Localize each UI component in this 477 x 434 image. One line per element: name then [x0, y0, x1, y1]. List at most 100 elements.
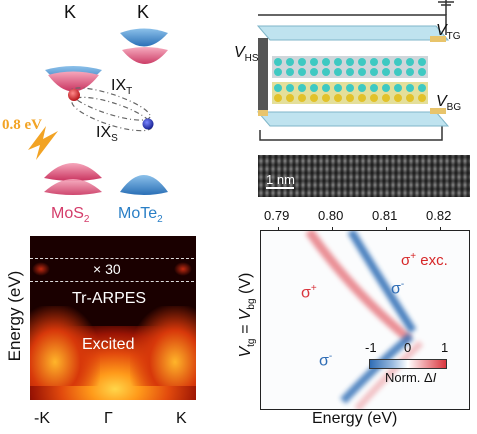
xtick-2: 0.81: [372, 208, 398, 223]
map-ylabel-sub2: bg: [246, 298, 258, 310]
sigma-minus-lower-label: σ-: [319, 351, 332, 370]
atom: [418, 68, 426, 76]
atom: [382, 68, 390, 76]
panel-c: 1 nm VHS VTG VBG: [230, 0, 477, 200]
atom: [322, 58, 330, 66]
atom: [274, 94, 282, 102]
atom: [382, 94, 390, 102]
atom: [370, 84, 378, 92]
atom: [394, 94, 402, 102]
map-frame: -1 0 1 Norm. ΔI σ+ σ- σ- σ+ exc.: [260, 230, 470, 410]
mos2-sub: 2: [83, 214, 90, 226]
atom: [382, 84, 390, 92]
right-contact-top: [430, 36, 446, 42]
ix-t-loop: [69, 87, 151, 121]
sigma-minus-lower-text: σ: [319, 352, 329, 370]
arpes-glow-left: [30, 306, 100, 386]
atom: [322, 94, 330, 102]
mote2-vb-blue: [120, 175, 168, 195]
magnified-region-box: [30, 258, 194, 282]
band-diagram: [28, 28, 168, 195]
atom: [334, 94, 342, 102]
panel-d: -1 0 1 Norm. ΔI σ+ σ- σ- σ+ exc. 0.79 0.…: [230, 205, 477, 434]
tick-mark: [278, 227, 279, 231]
bg-wire: [259, 125, 443, 141]
map-ylabel-unit: (V): [236, 272, 254, 299]
colorbar-tick-max: 1: [441, 340, 449, 355]
v-hs-text: V: [234, 44, 245, 61]
sigma-plus-lower-faint: [354, 340, 424, 409]
state-label: Excited: [82, 336, 135, 353]
v-bg-sub: BG: [446, 102, 462, 114]
atom: [310, 58, 318, 66]
atom: [334, 84, 342, 92]
atom: [394, 68, 402, 76]
valley-label-right: K: [137, 2, 150, 22]
v-bg-label: VBG: [436, 93, 461, 113]
right-contact-bottom: [430, 108, 446, 114]
sigma-plus-label: σ+: [301, 283, 317, 302]
top-gate-slab: [256, 25, 450, 41]
tick-mark: [440, 227, 441, 231]
atom: [286, 94, 294, 102]
atom: [298, 94, 306, 102]
atom: [370, 94, 378, 102]
atom: [358, 68, 366, 76]
mote2-sub: 2: [157, 214, 163, 226]
colorbar-label-text: Norm. Δ: [385, 370, 433, 385]
arpes-glow-right: [130, 306, 196, 386]
arpes-xtick-gamma: Γ: [104, 410, 113, 427]
ix-t-sub: T: [126, 86, 133, 98]
photon-energy-label: 0.8 eV: [2, 117, 42, 133]
atom: [370, 58, 378, 66]
mote2-cb-blue: [120, 28, 168, 47]
map-xlabel: Energy (eV): [312, 410, 398, 427]
sigma-minus-upper-label: σ-: [391, 279, 404, 298]
atom: [346, 68, 354, 76]
sigma-plus-band: [305, 231, 412, 343]
map-ylabel-eq: = V: [236, 309, 254, 339]
sigma-minus-lower-sup: -: [328, 351, 333, 362]
sigma-minus-upper-text: σ: [391, 280, 401, 298]
arpes-xtick-k: K: [176, 410, 187, 427]
ix-s-sub: S: [111, 133, 118, 145]
atom: [334, 58, 342, 66]
stem-image: [258, 155, 470, 197]
atom: [298, 58, 306, 66]
sigma-minus-upper-sup: -: [400, 279, 405, 290]
excitation-suffix: exc.: [416, 252, 448, 269]
sigma-plus-text: σ: [301, 284, 311, 302]
atom: [406, 94, 414, 102]
excitation-sup: +: [410, 251, 417, 262]
v-tg-label: VTG: [436, 22, 461, 42]
atom: [346, 58, 354, 66]
atom: [322, 84, 330, 92]
map-ylabel-main: V: [236, 346, 254, 358]
atom: [298, 68, 306, 76]
atom: [346, 94, 354, 102]
atom: [286, 84, 294, 92]
atom: [406, 58, 414, 66]
scale-bar: [266, 187, 294, 189]
atom: [322, 68, 330, 76]
top-tick-marks: [260, 227, 468, 231]
excitation-text: σ: [401, 252, 411, 269]
atom: [418, 84, 426, 92]
tick-mark: [386, 227, 387, 231]
mos2-vb-pink-bottom: [44, 179, 102, 195]
atom: [310, 68, 318, 76]
mos2-label: MoS2: [51, 205, 89, 225]
atom: [346, 84, 354, 92]
colorbar-label-italic: I: [432, 370, 437, 385]
atom: [394, 84, 402, 92]
map-ylabel: Vtg = Vbg (V): [237, 240, 257, 390]
atom: [310, 84, 318, 92]
atom: [358, 84, 366, 92]
ix-s-text: IX: [96, 124, 112, 141]
atom: [418, 58, 426, 66]
atom: [406, 84, 414, 92]
bottom-gate-slab: [256, 111, 450, 127]
atom: [286, 68, 294, 76]
xtick-1: 0.80: [318, 208, 344, 223]
xtick-0: 0.79: [264, 208, 290, 223]
